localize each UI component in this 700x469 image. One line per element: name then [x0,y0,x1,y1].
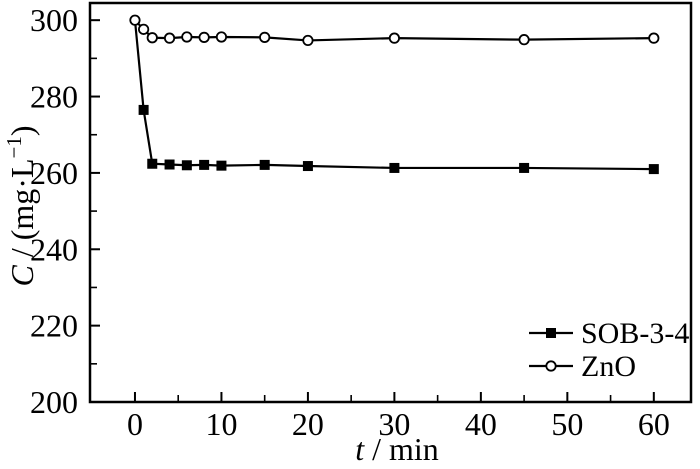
circle-marker [129,14,141,26]
sob-3-4-line [133,20,654,171]
x-tick-label: 20 [292,406,324,442]
square-marker [138,104,149,115]
y-axis-ticks [91,19,100,403]
square-marker [216,160,227,171]
legend-item-zno: ZnO [529,350,636,383]
circle-marker [388,32,400,44]
x-axis-title: t / min [355,431,439,467]
circle-marker [146,32,158,44]
square-marker [259,159,270,170]
square-marker [389,162,400,173]
square-marker [147,158,158,169]
x-tick-label: 30 [378,406,410,442]
circle-marker [163,32,176,44]
y-tick-label: 240 [30,231,78,267]
x-tick-label: 40 [465,406,497,442]
circle-marker [138,23,150,35]
circle-marker [545,360,557,372]
square-marker [199,159,210,170]
series-sob-3-4 [133,20,659,175]
square-marker [181,160,192,171]
circle-marker [198,31,210,43]
y-axis-title: C / (mg·L−1) [2,126,40,287]
circle-marker [648,32,660,44]
y-tick-label: 200 [30,384,78,420]
circle-marker [181,31,193,43]
plot-frame [88,1,693,404]
circle-marker [518,34,530,46]
y-tick-label: 260 [30,155,78,191]
square-marker [164,159,175,170]
y-tick-label: 300 [30,2,78,38]
x-tick-label: 60 [638,406,670,442]
y-tick-labels: 200 220 240 260 280 300 [30,2,78,420]
circle-marker [302,34,314,47]
y-tick-label: 220 [30,308,78,344]
y-tick-label: 280 [30,79,78,115]
legend-label: SOB-3-4 [581,317,689,350]
legend-label: ZnO [581,350,636,383]
x-tick-labels: 0 10 20 30 40 50 60 [127,406,670,442]
circle-marker [259,31,271,43]
square-marker [546,328,556,338]
square-marker [302,161,313,172]
x-tick-label: 10 [205,406,237,442]
x-axis-ticks [133,392,655,401]
square-marker [648,164,659,175]
square-marker [519,162,530,173]
circle-marker [215,31,228,43]
legend-item-sob-3-4: SOB-3-4 [529,317,689,350]
x-tick-label: 50 [551,406,583,442]
x-tick-label: 0 [127,406,143,442]
series-zno [129,14,660,47]
y-axis-title-group: C / (mg·L−1) [2,126,40,287]
